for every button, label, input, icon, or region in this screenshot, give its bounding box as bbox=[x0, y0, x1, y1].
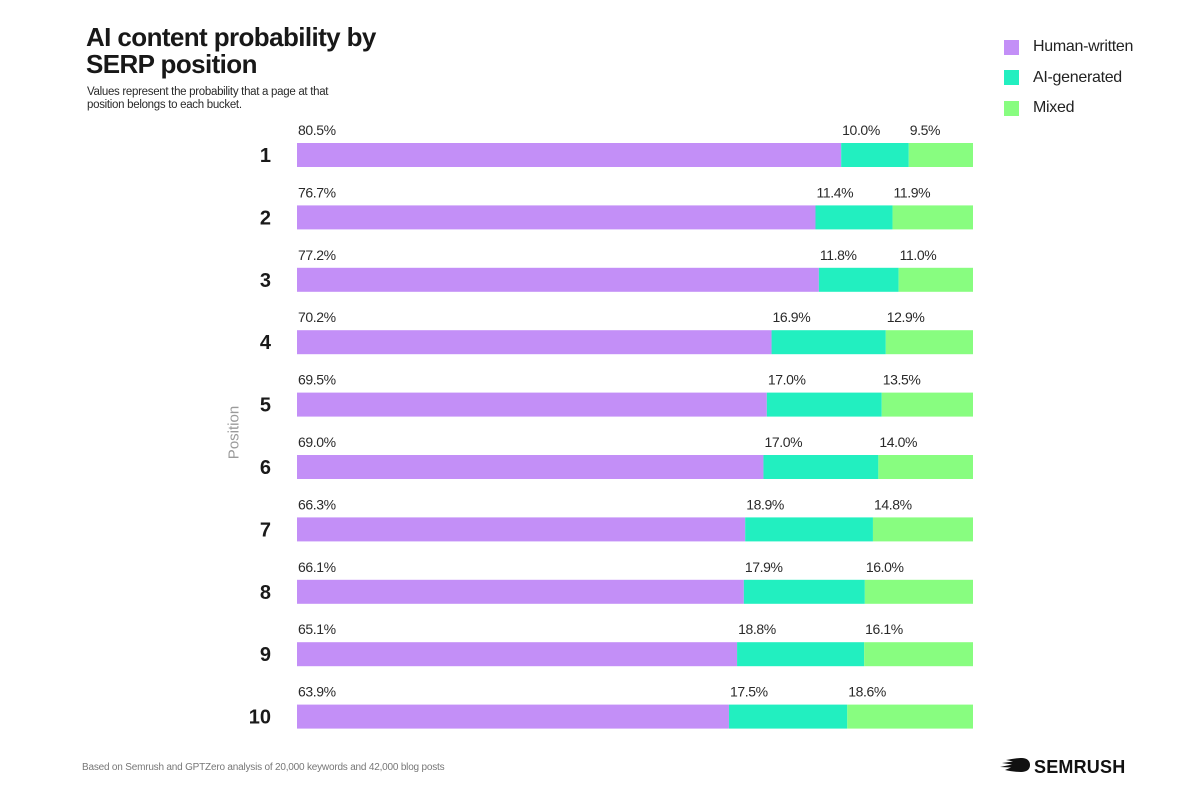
source-note: Based on Semrush and GPTZero analysis of… bbox=[82, 762, 445, 773]
bar-segment-ai-generated bbox=[745, 517, 873, 542]
bar-segment-human-written bbox=[297, 143, 842, 167]
bar-segment-mixed bbox=[885, 330, 973, 355]
chart-subtitle: Values represent the probability that a … bbox=[87, 86, 329, 111]
bar-segment-mixed bbox=[872, 517, 973, 542]
data-label-ai-generated: 17.9% bbox=[745, 559, 783, 575]
data-label-mixed: 16.1% bbox=[865, 621, 903, 637]
data-label-ai-generated: 17.0% bbox=[764, 434, 802, 450]
bar-segment-ai-generated bbox=[841, 143, 909, 167]
bar-segment-mixed bbox=[892, 205, 973, 230]
bar-segment-human-written bbox=[297, 517, 746, 542]
bar-segment-ai-generated bbox=[771, 330, 886, 355]
bar-segment-ai-generated bbox=[815, 205, 893, 230]
data-label-human-written: 77.2% bbox=[298, 247, 336, 263]
data-label-human-written: 65.1% bbox=[298, 621, 336, 637]
bar-row-position-5: 5 69.5% 17.0% 13.5% bbox=[260, 372, 973, 417]
data-label-mixed: 11.9% bbox=[894, 184, 931, 200]
bar-segment-human-written bbox=[297, 267, 819, 292]
bar-segment-ai-generated bbox=[763, 455, 879, 479]
data-label-human-written: 63.9% bbox=[298, 684, 336, 700]
data-label-human-written: 80.5% bbox=[298, 122, 336, 138]
bar-segment-ai-generated bbox=[766, 392, 882, 417]
bar-segment-ai-generated bbox=[737, 642, 865, 667]
y-tick-label: 10 bbox=[249, 707, 271, 729]
bar-row-position-1: 1 80.5% 10.0% 9.5% bbox=[260, 122, 973, 167]
bar-segment-mixed bbox=[864, 642, 973, 667]
data-label-ai-generated: 10.0% bbox=[842, 122, 880, 138]
data-label-mixed: 14.8% bbox=[874, 496, 912, 512]
y-tick-label: 5 bbox=[260, 395, 271, 417]
legend-swatch-ai-generated bbox=[1004, 70, 1019, 85]
bar-segment-mixed bbox=[898, 267, 973, 292]
y-tick-label: 2 bbox=[260, 207, 271, 229]
legend-label: Mixed bbox=[1033, 99, 1075, 116]
bar-row-position-6: 6 69.0% 17.0% 14.0% bbox=[260, 434, 973, 479]
data-label-ai-generated: 11.4% bbox=[816, 184, 853, 200]
data-label-mixed: 12.9% bbox=[887, 309, 925, 325]
data-label-mixed: 16.0% bbox=[866, 559, 904, 575]
data-label-ai-generated: 17.5% bbox=[730, 684, 768, 700]
data-label-mixed: 13.5% bbox=[883, 372, 921, 388]
bar-segment-ai-generated bbox=[818, 267, 899, 292]
data-label-ai-generated: 18.8% bbox=[738, 621, 776, 637]
data-label-ai-generated: 16.9% bbox=[773, 309, 811, 325]
y-tick-label: 3 bbox=[260, 270, 271, 292]
semrush-logo: SEMRUSH bbox=[1000, 757, 1125, 778]
data-label-human-written: 66.3% bbox=[298, 496, 336, 512]
legend-item-mixed: Mixed bbox=[1004, 98, 1133, 118]
bar-row-position-4: 4 70.2% 16.9% 12.9% bbox=[260, 309, 973, 355]
bar-segment-mixed bbox=[864, 579, 973, 604]
data-label-ai-generated: 18.9% bbox=[746, 496, 784, 512]
bar-row-position-3: 3 77.2% 11.8% 11.0% bbox=[260, 247, 973, 292]
bar-segment-mixed bbox=[881, 392, 973, 417]
data-label-human-written: 69.0% bbox=[298, 434, 336, 450]
y-tick-label: 7 bbox=[260, 519, 271, 541]
y-tick-label: 1 bbox=[260, 145, 271, 167]
bar-segment-ai-generated bbox=[743, 579, 865, 604]
bar-segment-mixed bbox=[878, 455, 973, 479]
data-label-human-written: 69.5% bbox=[298, 372, 336, 388]
bar-segment-human-written bbox=[297, 330, 772, 355]
data-label-ai-generated: 11.8% bbox=[820, 247, 857, 263]
y-tick-label: 4 bbox=[260, 332, 272, 354]
y-tick-label: 6 bbox=[260, 457, 271, 479]
legend: Human-written AI-generated Mixed bbox=[1004, 37, 1133, 129]
bar-segment-human-written bbox=[297, 455, 764, 479]
bar-segment-human-written bbox=[297, 704, 729, 729]
bar-row-position-8: 8 66.1% 17.9% 16.0% bbox=[260, 559, 973, 604]
data-label-mixed: 9.5% bbox=[910, 122, 940, 138]
legend-label: AI-generated bbox=[1033, 68, 1122, 86]
legend-swatch-mixed bbox=[1004, 100, 1019, 116]
data-label-human-written: 76.7% bbox=[298, 184, 336, 200]
bar-segment-mixed bbox=[847, 704, 973, 729]
data-label-human-written: 66.1% bbox=[298, 559, 336, 575]
legend-swatch-human-written bbox=[1004, 39, 1019, 55]
bar-segment-mixed bbox=[908, 143, 973, 167]
bar-segment-ai-generated bbox=[728, 704, 848, 729]
bar-row-position-7: 7 66.3% 18.9% 14.8% bbox=[260, 496, 973, 542]
data-label-human-written: 70.2% bbox=[298, 309, 336, 325]
y-tick-label: 8 bbox=[260, 582, 271, 604]
bar-segment-human-written bbox=[297, 392, 767, 417]
data-label-ai-generated: 17.0% bbox=[768, 372, 806, 388]
brand-name: SEMRUSH bbox=[1034, 757, 1126, 777]
legend-item-ai-generated: AI-generated bbox=[1004, 68, 1133, 88]
legend-label: Human-written bbox=[1033, 38, 1134, 55]
y-tick-label: 9 bbox=[260, 644, 271, 666]
bar-segment-human-written bbox=[297, 205, 816, 230]
chart-title: AI content probability by SERP position bbox=[86, 22, 376, 79]
data-label-mixed: 18.6% bbox=[848, 684, 886, 700]
bar-segment-human-written bbox=[297, 642, 738, 667]
bar-row-position-2: 2 76.7% 11.4% 11.9% bbox=[260, 184, 973, 230]
bar-row-position-10: 10 63.9% 17.5% 18.6% bbox=[249, 684, 973, 729]
semrush-fireball-icon bbox=[1000, 757, 1030, 778]
bar-segment-human-written bbox=[297, 579, 744, 604]
data-label-mixed: 11.0% bbox=[900, 247, 937, 263]
legend-item-human-written: Human-written bbox=[1004, 37, 1133, 57]
data-label-mixed: 14.0% bbox=[879, 434, 917, 450]
bar-row-position-9: 9 65.1% 18.8% 16.1% bbox=[260, 621, 973, 667]
